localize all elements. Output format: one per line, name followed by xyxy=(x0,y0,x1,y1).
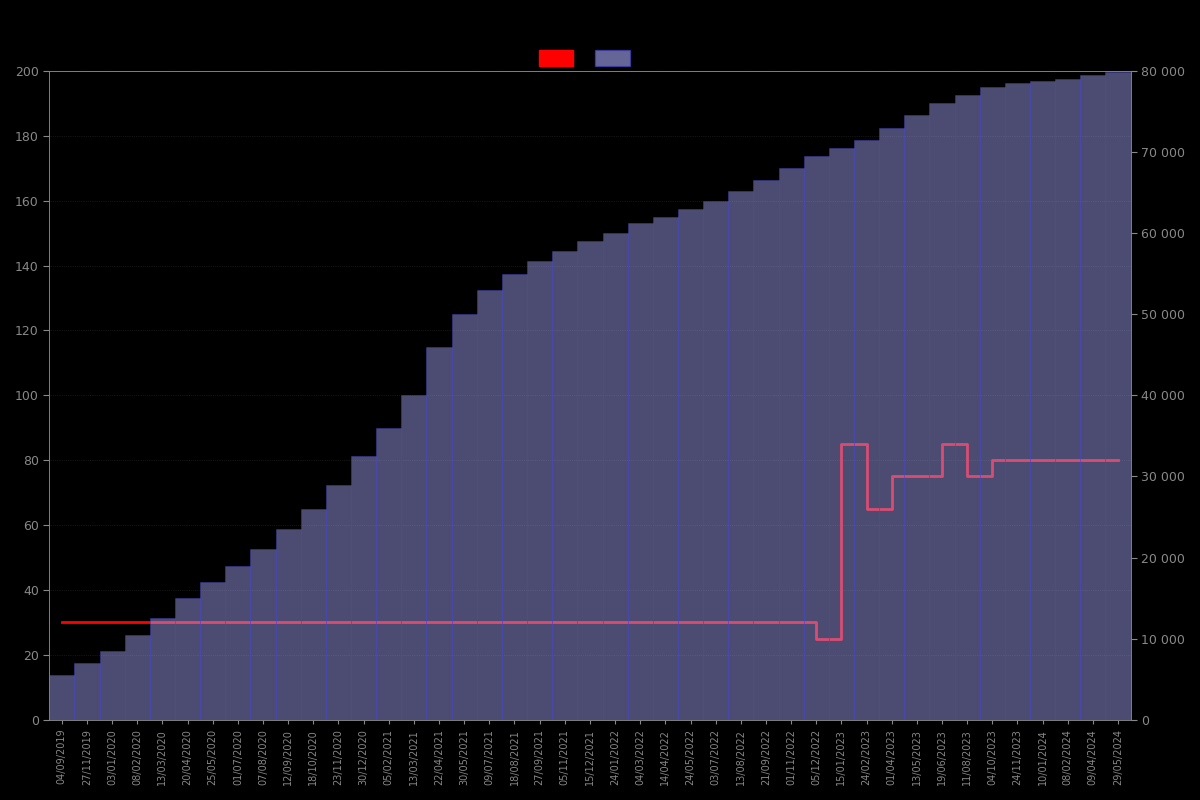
Bar xyxy=(804,156,829,720)
Bar xyxy=(502,274,527,720)
Bar xyxy=(451,314,476,720)
Bar xyxy=(1004,83,1030,720)
Bar xyxy=(602,233,628,720)
Bar xyxy=(1030,81,1055,720)
Bar xyxy=(175,598,200,720)
Bar xyxy=(754,180,779,720)
Bar xyxy=(326,485,352,720)
Bar xyxy=(979,87,1004,720)
Bar xyxy=(703,201,728,720)
Bar xyxy=(401,395,426,720)
Bar xyxy=(200,582,226,720)
Bar xyxy=(226,566,251,720)
Bar xyxy=(552,251,577,720)
Bar xyxy=(1055,79,1080,720)
Bar xyxy=(426,346,451,720)
Bar xyxy=(577,242,602,720)
Bar xyxy=(49,675,74,720)
Bar xyxy=(301,509,326,720)
Bar xyxy=(653,217,678,720)
Bar xyxy=(352,456,376,720)
Bar xyxy=(251,550,276,720)
Bar xyxy=(779,168,804,720)
Bar xyxy=(100,651,125,720)
Bar xyxy=(74,663,100,720)
Bar xyxy=(1105,73,1130,720)
Bar xyxy=(880,128,905,720)
Bar xyxy=(276,530,301,720)
Bar xyxy=(376,428,401,720)
Bar xyxy=(1080,75,1105,720)
Bar xyxy=(125,634,150,720)
Bar xyxy=(476,290,502,720)
Bar xyxy=(728,191,754,720)
Bar xyxy=(678,209,703,720)
Bar xyxy=(628,223,653,720)
Bar xyxy=(954,95,979,720)
Bar xyxy=(905,115,930,720)
Bar xyxy=(527,262,552,720)
Bar xyxy=(930,103,954,720)
Bar xyxy=(829,148,854,720)
Bar xyxy=(854,140,880,720)
Legend: , : , xyxy=(534,46,646,70)
Bar xyxy=(150,618,175,720)
